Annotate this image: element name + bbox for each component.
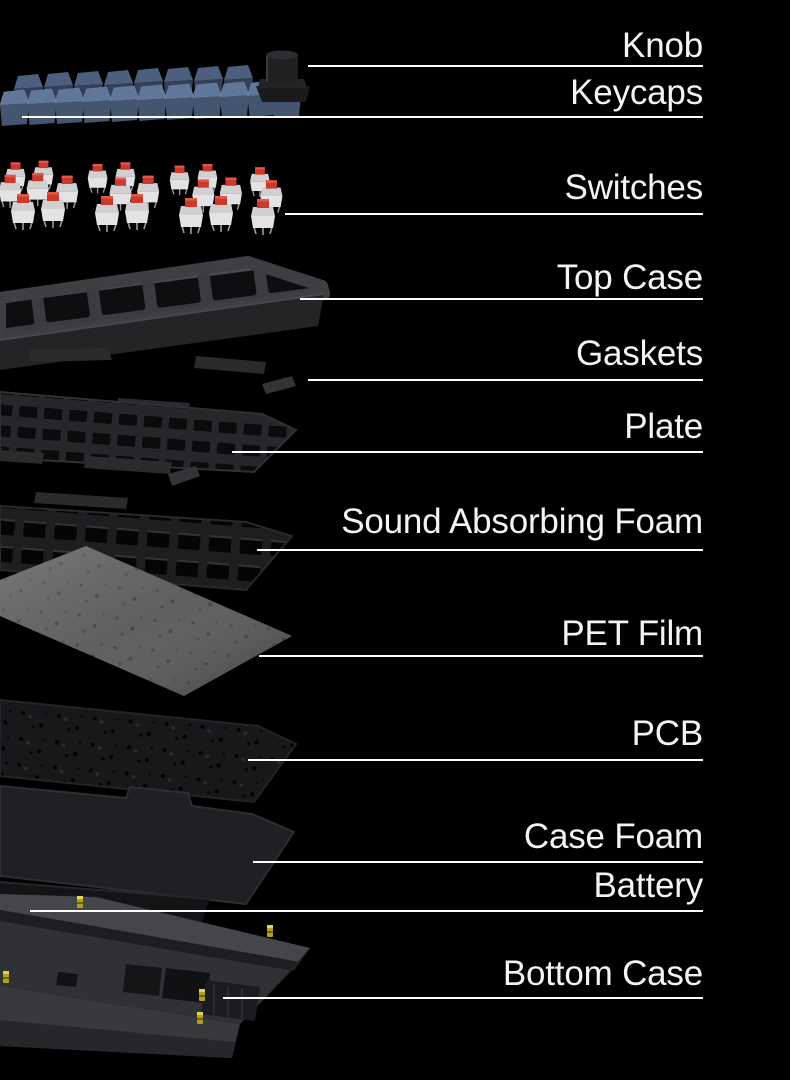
part-label: Gaskets <box>576 334 703 373</box>
part-leader-line <box>257 549 703 551</box>
part-label: Top Case <box>556 258 703 297</box>
part-leader-line <box>285 213 703 215</box>
part-label: Battery <box>593 866 704 905</box>
bottom-case-render <box>0 894 310 1058</box>
part-leader-line <box>223 997 703 999</box>
part-leader-line <box>22 116 703 118</box>
case-foam-render <box>0 784 296 906</box>
part-leader-line <box>300 298 703 300</box>
part-label: Case Foam <box>523 817 703 856</box>
plate-render <box>0 390 298 474</box>
part-leader-line <box>308 65 703 67</box>
pet-film-render <box>0 546 292 696</box>
switches-render <box>0 160 284 236</box>
part-leader-line <box>248 759 703 761</box>
part-label: PCB <box>631 714 704 753</box>
part-leader-line <box>308 379 703 381</box>
knob-render <box>256 50 310 102</box>
part-label: PET Film <box>561 614 703 653</box>
part-label: Sound Absorbing Foam <box>341 502 703 541</box>
part-label: Keycaps <box>570 73 703 112</box>
part-leader-line <box>30 910 703 912</box>
part-leader-line <box>259 655 703 657</box>
part-label: Switches <box>564 168 704 207</box>
gaskets-lower-render <box>0 450 200 509</box>
part-leader-line <box>232 451 703 453</box>
part-label: Bottom Case <box>502 954 703 993</box>
part-leader-line <box>253 861 703 863</box>
part-label: Plate <box>624 407 703 446</box>
pcb-render <box>0 698 298 804</box>
part-label: Knob <box>622 26 703 65</box>
